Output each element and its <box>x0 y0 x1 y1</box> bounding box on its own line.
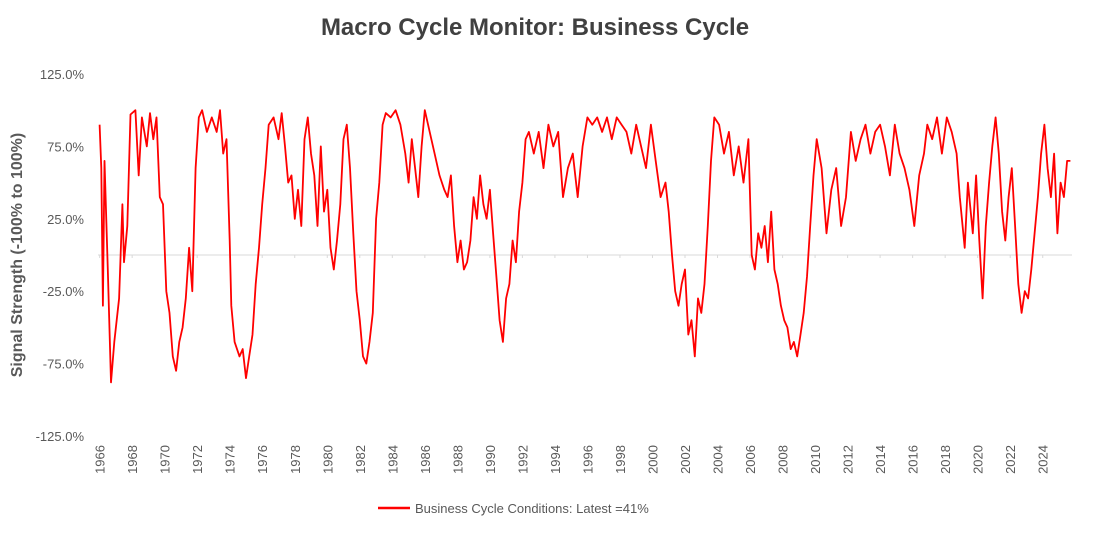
y-tick-label: -125.0% <box>36 429 85 444</box>
x-tick-label: 2016 <box>906 445 921 474</box>
x-tick-label: 2022 <box>1003 445 1018 474</box>
x-tick-label: 1972 <box>190 445 205 474</box>
x-tick-label: 1980 <box>320 445 335 474</box>
x-tick-label: 2008 <box>776 445 791 474</box>
x-tick-label: 1974 <box>223 445 238 474</box>
y-axis-label: Signal Strength (-100% to 100%) <box>9 133 26 378</box>
x-tick-label: 1992 <box>515 445 530 474</box>
x-tick-label: 2014 <box>873 445 888 474</box>
x-tick-label: 1968 <box>125 445 140 474</box>
x-tick-label: 1978 <box>288 445 303 474</box>
x-tick-label: 1970 <box>158 445 173 474</box>
x-tick-label: 1990 <box>483 445 498 474</box>
x-tick-label: 2020 <box>971 445 986 474</box>
y-tick-label: 125.0% <box>40 67 85 82</box>
y-tick-label: 25.0% <box>47 212 84 227</box>
x-tick-label: 1994 <box>548 445 563 474</box>
x-tick-label: 1998 <box>613 445 628 474</box>
x-tick-label: 2000 <box>645 445 660 474</box>
x-tick-label: 2002 <box>678 445 693 474</box>
x-tick-label: 1982 <box>353 445 368 474</box>
y-tick-label: -25.0% <box>43 284 85 299</box>
x-tick-label: 1986 <box>418 445 433 474</box>
x-tick-label: 2024 <box>1036 445 1051 474</box>
series-line <box>98 109 1071 384</box>
x-tick-label: 1996 <box>580 445 595 474</box>
x-tick-label: 1976 <box>255 445 270 474</box>
x-tick-label: 2004 <box>711 445 726 474</box>
legend-label: Business Cycle Conditions: Latest =41% <box>415 501 649 516</box>
x-tick-label: 2012 <box>841 445 856 474</box>
x-tick-label: 1966 <box>93 445 108 474</box>
x-tick-label: 1988 <box>450 445 465 474</box>
y-tick-label: -75.0% <box>43 357 85 372</box>
chart-title: Macro Cycle Monitor: Business Cycle <box>321 14 749 41</box>
x-tick-label: 2018 <box>938 445 953 474</box>
y-tick-label: 75.0% <box>47 139 84 154</box>
x-tick-label: 2010 <box>808 445 823 474</box>
x-tick-label: 2006 <box>743 445 758 474</box>
x-tick-label: 1984 <box>385 445 400 474</box>
